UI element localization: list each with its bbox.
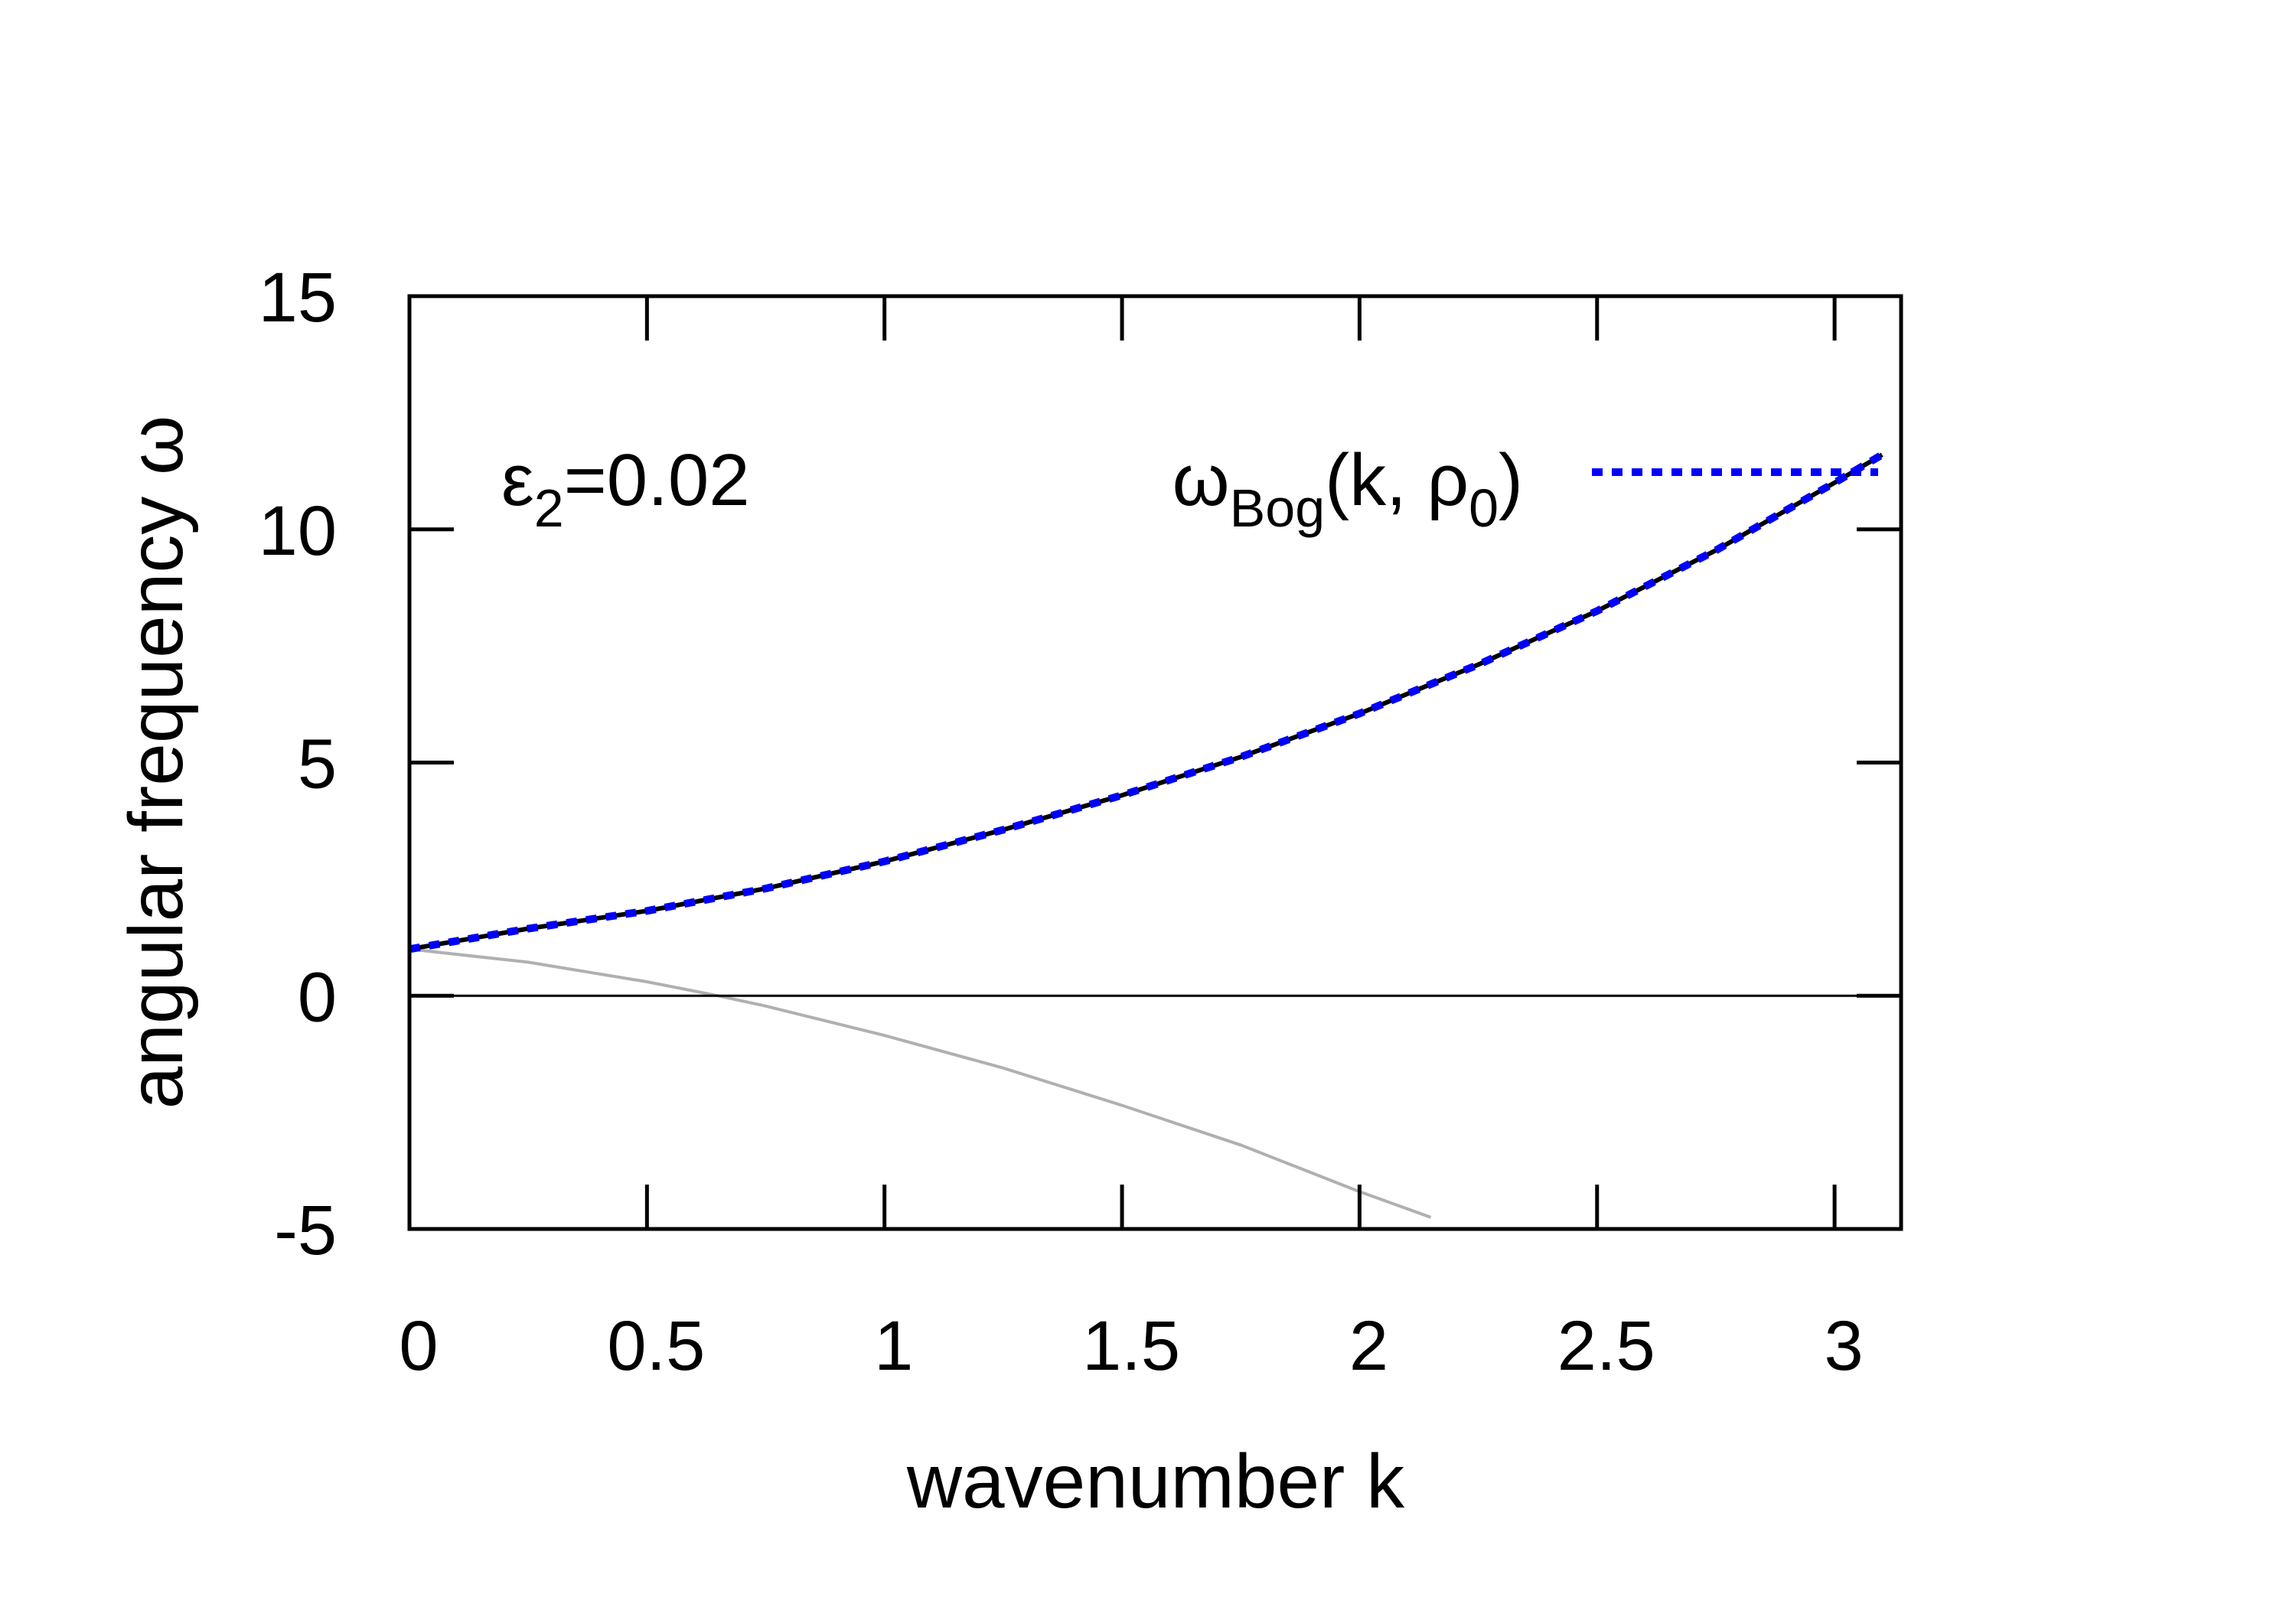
series-0-line xyxy=(409,451,1884,953)
series-layer xyxy=(409,451,1884,1219)
x-tick-label: 0.5 xyxy=(607,1307,705,1385)
legend-args: (k, ρ xyxy=(1325,439,1469,521)
legend-close: ) xyxy=(1499,439,1523,521)
x-tick-label: 2.5 xyxy=(1557,1307,1655,1385)
legend-omega: ω xyxy=(1172,439,1230,521)
x-tick-label: 3 xyxy=(1825,1307,1864,1385)
x-tick-label: 0 xyxy=(399,1307,438,1385)
y-tick-label: 0 xyxy=(298,958,337,1036)
x-tick-label: 1 xyxy=(874,1307,913,1385)
x-tick-label: 1.5 xyxy=(1082,1307,1180,1385)
legend: ωBog(k, ρ0) xyxy=(1172,439,1878,538)
legend-subscript-0: 0 xyxy=(1469,478,1499,538)
x-tick-label: 2 xyxy=(1349,1307,1388,1385)
tick-layer: 0 0.5 1 1.5 2 2.5 3 -5 0 5 10 15 xyxy=(259,259,1901,1385)
legend-label: ωBog(k, ρ0) xyxy=(1172,439,1523,538)
x-axis-title: wavenumber k xyxy=(906,1439,1405,1524)
legend-subscript-bog: Bog xyxy=(1230,478,1326,538)
epsilon-annotation: ε2=0.02 xyxy=(501,439,750,538)
series-2-line xyxy=(409,947,1432,1219)
y-tick-label: 5 xyxy=(298,725,337,804)
y-tick-label: 10 xyxy=(259,492,337,570)
y-axis-title: angular frequency ω xyxy=(113,416,199,1109)
annotation-base: ε xyxy=(501,439,534,521)
y-tick-label: 15 xyxy=(259,259,337,337)
annotation-value: =0.02 xyxy=(564,439,750,521)
annotation-subscript: 2 xyxy=(534,478,564,538)
y-tick-label: -5 xyxy=(274,1191,337,1270)
